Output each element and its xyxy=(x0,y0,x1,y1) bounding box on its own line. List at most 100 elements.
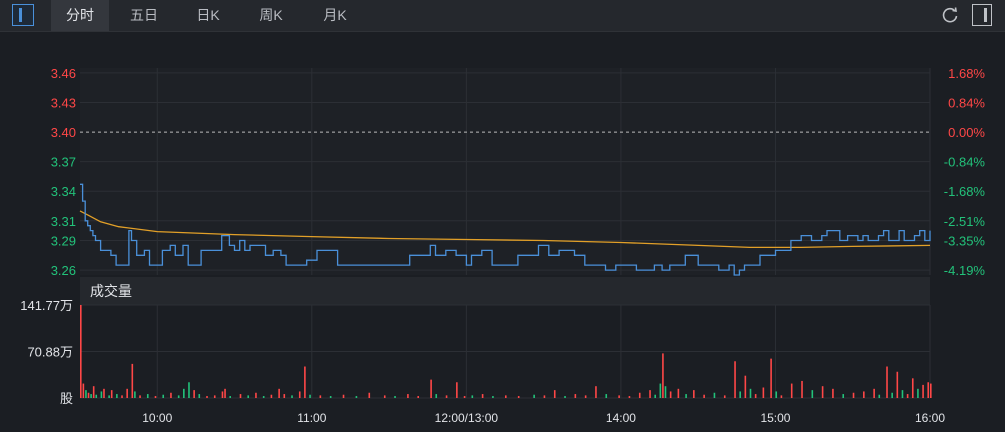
volume-bar xyxy=(654,394,656,398)
volume-bar xyxy=(87,392,90,398)
volume-bar xyxy=(770,358,772,398)
price-tick-label: 3.31 xyxy=(51,214,76,229)
volume-bar xyxy=(291,395,293,398)
grid xyxy=(80,68,931,275)
volume-bar xyxy=(481,394,484,398)
volume-bar xyxy=(283,394,286,398)
volume-bar xyxy=(368,392,371,398)
volume-bar xyxy=(471,395,474,398)
volume-bar xyxy=(605,394,608,398)
volume-bar xyxy=(878,394,881,398)
tab-monthly-k[interactable]: 月K xyxy=(323,7,347,23)
time-tick-label: 11:00 xyxy=(297,411,326,425)
percent-tick-label: 1.68% xyxy=(948,66,985,81)
volume-bar xyxy=(901,390,904,398)
volume-bar xyxy=(146,394,149,398)
volume-bar xyxy=(298,391,301,398)
volume-bar xyxy=(394,396,396,398)
volume-bar xyxy=(896,371,899,398)
tab-five-day[interactable]: 五日 xyxy=(130,7,158,23)
volume-bar xyxy=(505,395,507,398)
volume-bar xyxy=(749,388,752,398)
volume-bar xyxy=(517,396,520,398)
price-tick-label: 3.34 xyxy=(51,184,76,199)
volume-bar xyxy=(911,378,914,398)
percent-tick-label: 0.00% xyxy=(948,125,985,140)
volume-bar xyxy=(417,396,420,398)
price-tick-label: 3.43 xyxy=(51,96,76,111)
volume-bar xyxy=(139,395,141,398)
volume-bar xyxy=(82,383,85,398)
volume-bar xyxy=(229,396,231,398)
time-tick-label: 15:00 xyxy=(760,411,790,425)
volume-bar xyxy=(780,395,783,398)
price-plot-area xyxy=(80,68,930,275)
volume-bar xyxy=(852,392,855,398)
percent-tick-label: -4.19% xyxy=(944,263,986,278)
volume-bar xyxy=(95,394,98,398)
volume-bar xyxy=(213,395,216,398)
volume-bar xyxy=(584,395,587,398)
volume-bar xyxy=(92,386,95,398)
volume-bar xyxy=(659,383,662,398)
tab-intraday[interactable]: 分时 xyxy=(51,0,109,31)
volume-bar xyxy=(930,383,932,398)
panel-toggle-icon[interactable] xyxy=(972,4,992,26)
volume-bar xyxy=(342,394,345,398)
volume-bar xyxy=(239,394,242,398)
volume-bar xyxy=(445,395,448,398)
price-tick-label: 3.26 xyxy=(51,263,76,278)
price-tick-label: 3.46 xyxy=(51,66,76,81)
volume-bar xyxy=(906,394,909,398)
volume-bar xyxy=(126,388,128,398)
volume-bar xyxy=(116,394,118,398)
volume-bar xyxy=(886,366,888,398)
volume-bar xyxy=(134,391,136,398)
volume-bar xyxy=(170,392,172,398)
price-tick-label: 3.29 xyxy=(51,234,76,249)
volume-bar xyxy=(270,394,273,398)
volume-bar xyxy=(90,394,92,398)
volume-bar xyxy=(618,395,620,398)
toolbar: 分时 五日 日K 周K 月K xyxy=(0,0,1005,32)
volume-bar xyxy=(193,390,195,398)
refresh-icon[interactable] xyxy=(940,5,960,25)
percent-axis: 1.68% 0.84% 0.00% -0.84% -1.68% -2.51% -3.35% -… xyxy=(944,66,986,278)
volume-bar xyxy=(574,394,577,398)
percent-tick-label: -3.35% xyxy=(944,234,986,249)
tab-weekly-k[interactable]: 周K xyxy=(259,7,283,23)
volume-bar xyxy=(224,388,226,398)
volume-bar xyxy=(801,380,803,398)
tab-daily-k[interactable]: 日K xyxy=(196,7,220,23)
volume-header xyxy=(80,277,930,305)
price-axis: 3.46 3.43 3.40 3.37 3.34 3.31 3.29 3.26 xyxy=(51,66,76,278)
time-tick-label: 12:00/13:00 xyxy=(435,411,499,425)
volume-bar xyxy=(110,390,113,398)
volume-bar xyxy=(162,394,165,398)
sidebar-toggle-icon[interactable] xyxy=(12,4,34,26)
volume-bar xyxy=(255,392,257,398)
volume-bar xyxy=(85,390,87,398)
volume-title: 成交量 xyxy=(90,283,132,299)
volume-tick-label: 70.88万 xyxy=(27,345,73,360)
volume-bar xyxy=(922,384,924,398)
volume-bar xyxy=(435,394,438,398)
volume-bar xyxy=(873,388,875,398)
volume-bar xyxy=(638,392,641,398)
volume-bar xyxy=(734,361,736,398)
volume-bar xyxy=(407,394,409,398)
volume-bar xyxy=(154,396,157,398)
volume-bar xyxy=(564,396,566,398)
volume-bar xyxy=(677,388,680,398)
volume-bar xyxy=(595,386,597,398)
price-line xyxy=(80,183,931,276)
volume-bar xyxy=(319,395,322,398)
volume-bar xyxy=(383,395,386,398)
volume-bar xyxy=(183,388,185,398)
volume-bar xyxy=(762,387,765,398)
volume-bar xyxy=(456,382,458,398)
volume-bar xyxy=(553,390,556,398)
volume-bar xyxy=(863,391,865,398)
